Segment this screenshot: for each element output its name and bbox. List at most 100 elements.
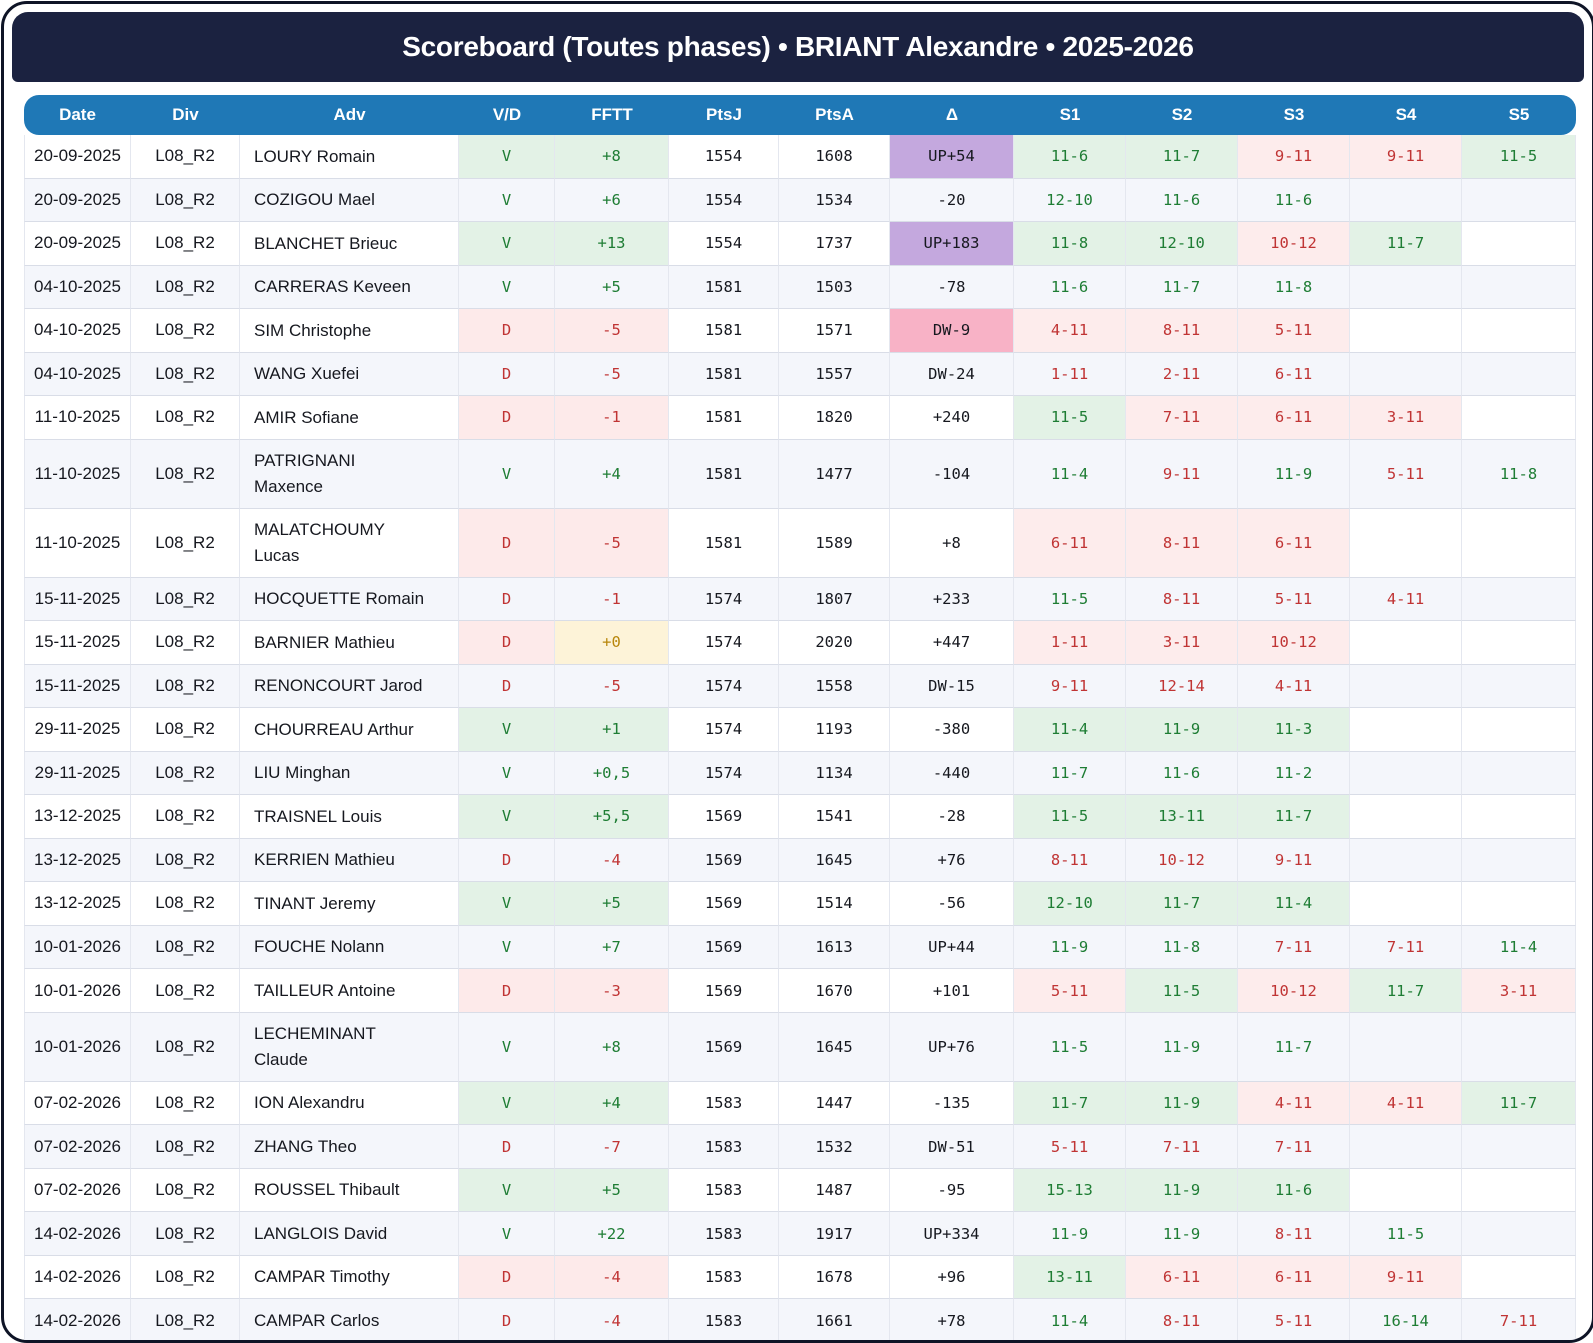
cell-s1: 5-11 <box>1014 1125 1126 1169</box>
opponent-name: RENONCOURT Jarod <box>254 676 423 696</box>
cell-ptsa: 1737 <box>779 222 890 266</box>
cell-ptsj: 1581 <box>669 265 779 310</box>
cell-s3: 11-9 <box>1238 439 1350 509</box>
cell-s3: 5-11 <box>1238 577 1350 622</box>
cell-s4 <box>1350 838 1462 883</box>
cell-ptsj: 1581 <box>669 439 779 509</box>
cell-vd: D <box>459 1255 555 1300</box>
cell-fftt: +5 <box>555 882 669 926</box>
table-row: 15-11-2025 L08_R2 HOCQUETTE Romain D -1 1574 1… <box>24 577 1576 622</box>
cell-delta: +78 <box>890 1299 1014 1340</box>
column-header-s2: S2 <box>1126 95 1238 135</box>
cell-ptsa: 1514 <box>779 882 890 926</box>
cell-vd: V <box>459 439 555 509</box>
cell-div: L08_R2 <box>131 969 240 1013</box>
cell-s4: 16-14 <box>1350 1299 1462 1340</box>
cell-s2: 8-11 <box>1126 309 1238 353</box>
cell-date: 13-12-2025 <box>24 795 131 839</box>
cell-s4 <box>1350 708 1462 752</box>
cell-s2: 11-9 <box>1126 708 1238 752</box>
cell-ptsj: 1583 <box>669 1125 779 1169</box>
cell-adv: MALATCHOUMY Lucas <box>240 508 459 578</box>
opponent-name: COZIGOU Mael <box>254 190 375 210</box>
cell-s3: 6-11 <box>1238 1255 1350 1300</box>
cell-s5: 11-7 <box>1462 1081 1576 1126</box>
cell-adv: CARRERAS Keveen <box>240 265 459 310</box>
cell-ptsa: 1608 <box>779 135 890 179</box>
cell-date: 07-02-2026 <box>24 1168 131 1213</box>
opponent-name: LOURY Romain <box>254 146 376 166</box>
cell-adv: SIM Christophe <box>240 309 459 353</box>
cell-ptsj: 1569 <box>669 838 779 883</box>
cell-vd: V <box>459 1212 555 1256</box>
cell-s5 <box>1462 664 1576 709</box>
cell-adv: ION Alexandru <box>240 1081 459 1126</box>
table-body: 20-09-2025 L08_R2 LOURY Romain V +8 1554 1608 U… <box>24 135 1576 1340</box>
cell-s3: 11-6 <box>1238 178 1350 223</box>
opponent-name: ROUSSEL Thibault <box>254 1180 400 1200</box>
cell-s4: 4-11 <box>1350 1081 1462 1126</box>
cell-fftt: +8 <box>555 1012 669 1082</box>
cell-s1: 12-10 <box>1014 882 1126 926</box>
cell-s1: 11-7 <box>1014 1081 1126 1126</box>
cell-adv: ROUSSEL Thibault <box>240 1168 459 1213</box>
cell-s3: 5-11 <box>1238 309 1350 353</box>
opponent-name: HOCQUETTE Romain <box>254 589 425 609</box>
cell-s3: 8-11 <box>1238 1212 1350 1256</box>
cell-date: 15-11-2025 <box>24 577 131 622</box>
cell-s4 <box>1350 309 1462 353</box>
cell-s3: 7-11 <box>1238 925 1350 970</box>
opponent-name: AMIR Sofiane <box>254 407 359 427</box>
cell-ptsa: 1534 <box>779 178 890 223</box>
cell-s3: 10-12 <box>1238 222 1350 266</box>
cell-div: L08_R2 <box>131 1081 240 1126</box>
opponent-name: CHOURREAU Arthur <box>254 719 414 739</box>
cell-fftt: +7 <box>555 925 669 970</box>
cell-date: 14-02-2026 <box>24 1255 131 1300</box>
cell-date: 15-11-2025 <box>24 664 131 709</box>
opponent-name: WANG Xuefei <box>254 364 360 384</box>
cell-s2: 12-14 <box>1126 664 1238 709</box>
table-header: Date Div Adv V/D FFTT PtsJ PtsA Δ S1 S2 S3 S4 S5 <box>24 95 1576 135</box>
cell-date: 11-10-2025 <box>24 439 131 509</box>
cell-s3: 10-12 <box>1238 969 1350 1013</box>
cell-adv: LANGLOIS David <box>240 1212 459 1256</box>
cell-s3: 4-11 <box>1238 1081 1350 1126</box>
cell-ptsa: 1571 <box>779 309 890 353</box>
cell-s4: 9-11 <box>1350 135 1462 179</box>
cell-fftt: +4 <box>555 439 669 509</box>
cell-div: L08_R2 <box>131 577 240 622</box>
cell-vd: V <box>459 265 555 310</box>
cell-ptsa: 1487 <box>779 1168 890 1213</box>
cell-s4 <box>1350 664 1462 709</box>
cell-ptsj: 1583 <box>669 1255 779 1300</box>
cell-div: L08_R2 <box>131 508 240 578</box>
cell-vd: D <box>459 309 555 353</box>
cell-vd: V <box>459 1168 555 1213</box>
cell-s4 <box>1350 1012 1462 1082</box>
cell-s1: 1-11 <box>1014 621 1126 665</box>
cell-fftt: +1 <box>555 708 669 752</box>
cell-s1: 5-11 <box>1014 969 1126 1013</box>
cell-delta: UP+334 <box>890 1212 1014 1256</box>
opponent-name: BLANCHET Brieuc <box>254 233 398 253</box>
cell-date: 04-10-2025 <box>24 352 131 397</box>
table-row: 10-01-2026 L08_R2 LECHEMINANT Claude V +8 156… <box>24 1012 1576 1082</box>
opponent-name: CAMPAR Carlos <box>254 1310 380 1330</box>
opponent-name: CAMPAR Timothy <box>254 1267 390 1287</box>
cell-div: L08_R2 <box>131 352 240 397</box>
cell-adv: PATRIGNANI Maxence <box>240 439 459 509</box>
cell-ptsa: 1134 <box>779 751 890 796</box>
cell-ptsa: 1447 <box>779 1081 890 1126</box>
cell-adv: ZHANG Theo <box>240 1125 459 1169</box>
cell-ptsa: 1613 <box>779 925 890 970</box>
cell-ptsa: 1193 <box>779 708 890 752</box>
cell-s1: 11-6 <box>1014 135 1126 179</box>
cell-s2: 2-11 <box>1126 352 1238 397</box>
cell-ptsj: 1569 <box>669 1012 779 1082</box>
cell-s1: 6-11 <box>1014 508 1126 578</box>
cell-div: L08_R2 <box>131 439 240 509</box>
cell-ptsj: 1569 <box>669 882 779 926</box>
cell-vd: D <box>459 352 555 397</box>
cell-delta: -28 <box>890 795 1014 839</box>
